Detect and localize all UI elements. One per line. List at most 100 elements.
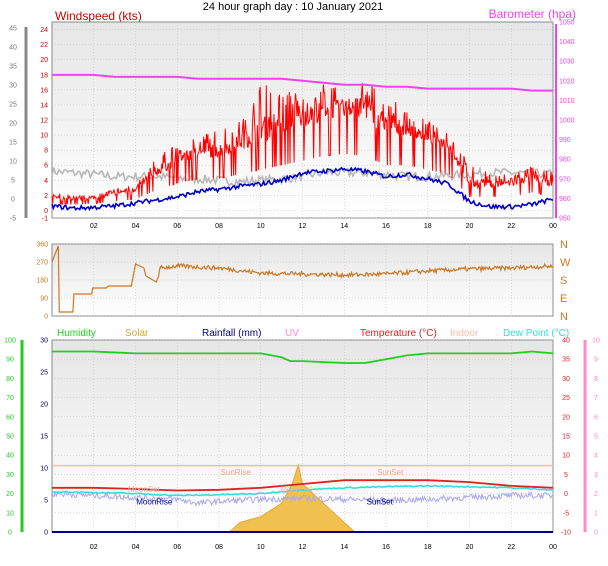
temp-y-tick: -5 <box>563 510 569 517</box>
wind-x-tick: 02 <box>90 223 98 230</box>
humidity-y-tick: 0 <box>8 530 12 537</box>
climate-x-tick: 14 <box>340 544 348 551</box>
rain-y-tick: 0 <box>44 530 48 537</box>
humidity-y-tick: 50 <box>6 434 14 441</box>
humidity-y-tick: 90 <box>6 357 14 364</box>
uv-y-tick: 3 <box>594 472 598 479</box>
humidity-y-tick: 40 <box>6 453 14 460</box>
wind-x-tick: 18 <box>424 223 432 230</box>
wind-x-tick: 20 <box>466 223 474 230</box>
uv-y-tick: 4 <box>594 453 598 460</box>
uv-y-tick: 2 <box>594 491 598 498</box>
baro-y-tick: 1040 <box>559 39 575 46</box>
uv-y-tick: 5 <box>594 434 598 441</box>
climate-x-tick: 18 <box>424 544 432 551</box>
wind-x-tick: 08 <box>215 223 223 230</box>
outer-y-tick: 0 <box>11 197 15 204</box>
compass-label: S <box>560 275 567 287</box>
temp-y-tick: 35 <box>562 357 570 364</box>
temp-y-tick: 20 <box>562 414 570 421</box>
wind-y-tick: 16 <box>40 87 48 94</box>
climate-legend-item: Indoor <box>450 328 479 339</box>
wind-y-tick: 24 <box>40 27 48 34</box>
temperature-line <box>52 479 554 492</box>
rain-y-tick: 15 <box>40 434 48 441</box>
barometer-line <box>52 73 553 92</box>
astro-annotation: MoonSet <box>128 485 161 494</box>
humidity-y-tick: 80 <box>6 376 14 383</box>
baro-y-tick: 1030 <box>559 59 575 66</box>
temp-y-tick: 40 <box>562 338 570 345</box>
climate-x-tick: 22 <box>507 544 515 551</box>
climate-x-tick: 16 <box>382 544 390 551</box>
temp-y-tick: 25 <box>562 395 570 402</box>
wind-y-tick: 2 <box>44 193 48 200</box>
temp-y-tick: 0 <box>564 491 568 498</box>
baro-y-tick: 1000 <box>559 118 575 125</box>
astro-annotation: SunRise <box>221 468 252 477</box>
humidity-y-tick: 30 <box>6 472 14 479</box>
wind-y-tick: 12 <box>40 118 48 125</box>
climate-x-tick: 08 <box>215 544 223 551</box>
humidity-y-tick: 10 <box>6 510 14 517</box>
wind-y-tick: 6 <box>44 163 48 170</box>
climate-legend-item: Dew Point (°C) <box>503 328 569 339</box>
astro-annotation: MoonRise <box>136 497 173 506</box>
humidity-line <box>52 350 554 364</box>
page-title: 24 hour graph day : 10 January 2021 <box>203 1 383 13</box>
uv-y-tick: 6 <box>594 414 598 421</box>
outer-y-tick: 40 <box>9 45 17 52</box>
baro-y-tick: 970 <box>559 176 571 183</box>
astro-annotation: SunSet <box>377 468 404 477</box>
outer-y-tick: 10 <box>9 159 17 166</box>
wind-y-tick: 14 <box>40 102 48 109</box>
climate-legend-item: UV <box>285 328 299 339</box>
rain-y-tick: 25 <box>40 370 48 377</box>
astro-annotation: SunSet <box>367 497 394 506</box>
baro-y-tick: 990 <box>559 137 571 144</box>
direction-y-tick: 0 <box>44 314 48 321</box>
direction-y-tick: 270 <box>36 260 48 267</box>
outer-y-tick: 15 <box>9 140 17 147</box>
baro-y-tick: 950 <box>559 216 571 223</box>
baro-y-tick: 1050 <box>559 20 575 27</box>
climate-x-tick: 04 <box>132 544 140 551</box>
climate-x-tick: 00 <box>549 544 557 551</box>
wind-x-tick: 16 <box>382 223 390 230</box>
temp-y-tick: 5 <box>564 472 568 479</box>
wind-y-tick: 8 <box>44 148 48 155</box>
climate-x-tick: 20 <box>466 544 474 551</box>
uv-y-tick: 9 <box>594 357 598 364</box>
prior-wind-line <box>51 166 554 188</box>
wind-direction-line <box>51 245 554 313</box>
legend-windspeed: Windspeed (kts) <box>55 9 142 23</box>
climate-legend-item: Humidity <box>57 328 96 339</box>
wind-x-tick: 22 <box>507 223 515 230</box>
baro-y-tick: 1010 <box>559 98 575 105</box>
humidity-y-tick: 60 <box>6 414 14 421</box>
direction-y-tick: 360 <box>36 242 48 249</box>
climate-x-tick: 12 <box>299 544 307 551</box>
uv-y-tick: 10 <box>592 338 600 345</box>
rain-y-tick: 5 <box>44 498 48 505</box>
rain-y-tick: 20 <box>40 402 48 409</box>
temp-y-tick: 15 <box>562 434 570 441</box>
wind-y-tick: 0 <box>44 208 48 215</box>
wind-y-tick: -1 <box>42 216 48 223</box>
wind-y-tick: 10 <box>40 133 48 140</box>
outer-y-tick: 35 <box>9 64 17 71</box>
climate-x-tick: 10 <box>257 544 265 551</box>
direction-y-tick: 90 <box>40 296 48 303</box>
wind-y-tick: 20 <box>40 57 48 64</box>
temp-y-tick: -10 <box>561 530 571 537</box>
humidity-y-tick: 100 <box>4 338 16 345</box>
rain-y-tick: 30 <box>40 338 48 345</box>
outer-y-tick: -5 <box>10 216 16 223</box>
climate-legend-item: Rainfall (mm) <box>202 328 261 339</box>
compass-label: N <box>560 239 568 251</box>
wind-x-tick: 04 <box>132 223 140 230</box>
rain-y-tick: 10 <box>40 466 48 473</box>
outer-y-tick: 45 <box>9 26 17 33</box>
